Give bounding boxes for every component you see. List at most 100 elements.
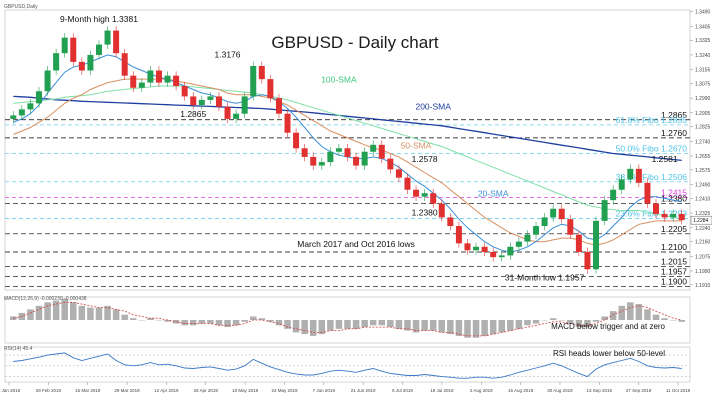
annotation-text: 1.2865 (180, 109, 206, 119)
macd-bar (53, 301, 60, 320)
candle-body (679, 214, 685, 220)
candle-body (45, 70, 51, 91)
annotation-text: 20-SMA (478, 189, 509, 199)
candle-body (584, 252, 590, 269)
annotation-text: 50-SMA (401, 140, 432, 150)
macd-bar (490, 320, 497, 334)
candle-body (10, 115, 16, 118)
x-tick-label: 30 Aug 2019 (547, 388, 573, 393)
candle-body (516, 242, 522, 247)
candle-body (27, 103, 33, 109)
y-tick-label: 1.1990 (695, 269, 711, 275)
macd-bar (190, 320, 197, 325)
x-tick-label: 27 Sep 2019 (626, 388, 652, 393)
macd-bar (250, 316, 257, 320)
macd-bar (207, 320, 214, 324)
y-tick-label: 1.3490 (695, 10, 711, 16)
macd-bar (507, 320, 514, 331)
candle-body (413, 190, 419, 197)
x-tick-label: 24 May 2019 (271, 388, 298, 393)
macd-bar (36, 306, 43, 320)
candle-body (182, 86, 188, 96)
y-tick-label: 1.2160 (695, 240, 711, 246)
macd-bar (310, 320, 317, 336)
candle-body (216, 96, 222, 106)
macd-bar (327, 320, 334, 331)
macd-bar (473, 320, 480, 338)
y-tick-label: 1.2905 (695, 111, 711, 117)
x-tick-label: 16 Aug 2019 (508, 388, 534, 393)
candle-body (259, 66, 265, 79)
macd-bar (70, 302, 77, 320)
candle-body (559, 209, 565, 219)
candle-body (345, 148, 351, 157)
macd-bar (233, 320, 240, 325)
candle-body (19, 109, 25, 115)
price-candles (10, 26, 684, 273)
macd-bar (396, 320, 403, 329)
x-tick-label: 2 Aug 2019 (470, 388, 493, 393)
candle-body (524, 235, 530, 242)
y-tick-label: 1.2410 (695, 196, 711, 202)
macd-bar (627, 302, 634, 320)
level-label: 61.8% Fibo 1.2835 (616, 115, 688, 125)
chart-title: GBPUSD - Daily chart (271, 33, 438, 52)
candle-body (139, 83, 145, 88)
candle-body (422, 193, 428, 196)
x-tick-label: 26 Apr 2019 (194, 388, 219, 393)
candle-body (336, 148, 342, 151)
macd-label: MACD below trigger and at zero (551, 322, 665, 331)
candle-body (379, 145, 385, 159)
macd-bar (199, 320, 206, 324)
annotation-text: 31-Month low 1.1957 (505, 272, 585, 282)
candle-body (302, 148, 308, 157)
y-tick-label: 1.2490 (695, 183, 711, 189)
candle-body (353, 157, 359, 166)
annotation-text: March 2017 and Oct 2016 lows (297, 239, 415, 249)
level-label: 1.2760 (661, 128, 687, 138)
annotation-text: 1.2380 (412, 208, 438, 218)
candle-body (490, 252, 496, 257)
annotation-text: 1.3176 (215, 50, 241, 60)
level-label: 1.1900 (661, 277, 687, 287)
candle-body (627, 169, 633, 180)
candle-body (602, 200, 608, 221)
candle-body (250, 66, 256, 96)
level-label: 1.2015 (661, 257, 687, 267)
candle-body (147, 70, 153, 82)
annotation-text: 1.2578 (412, 154, 438, 164)
macd-bar (439, 320, 446, 332)
candle-body (447, 217, 453, 226)
macd-bar (618, 306, 625, 320)
macd-bar (516, 320, 523, 329)
candle-body (276, 98, 282, 114)
candle-body (439, 204, 445, 218)
candle-body (396, 169, 402, 177)
candle-body (610, 190, 616, 200)
y-tick-label: 1.2575 (695, 168, 711, 174)
candle-body (62, 38, 68, 54)
macd-bar (241, 320, 248, 322)
candle-body (130, 76, 136, 88)
candle-body (156, 70, 162, 82)
candle-body (319, 162, 325, 165)
macd-bar (130, 318, 137, 320)
macd-bar (481, 320, 488, 336)
candle-body (507, 247, 513, 256)
candle-body (96, 45, 102, 55)
candle-body (87, 55, 93, 71)
candle-body (105, 31, 111, 45)
y-tick-label: 1.3155 (695, 68, 711, 74)
macd-bar (533, 320, 540, 324)
candle-body (293, 133, 299, 149)
candle-body (53, 53, 59, 70)
macd-bar (353, 320, 360, 329)
y-tick-label: 1.3405 (695, 24, 711, 30)
macd-header: MACD(12,26,9) -0.000230 -0.000438 (4, 296, 87, 302)
candle-body (670, 214, 676, 217)
macd-bar (610, 311, 617, 320)
y-tick-label: 1.2740 (695, 139, 711, 145)
level-label: 1.2205 (661, 224, 687, 234)
macd-bar (421, 320, 428, 331)
y-tick-label: 1.2655 (695, 154, 711, 160)
